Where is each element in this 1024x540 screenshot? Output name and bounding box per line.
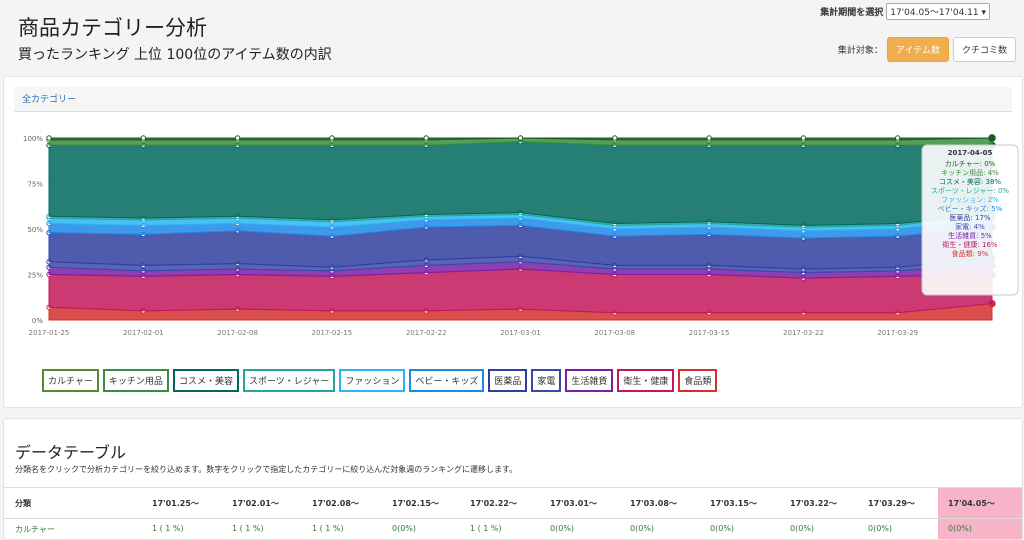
data-point[interactable] bbox=[706, 135, 712, 141]
x-tick-label: 2017-03-08 bbox=[594, 329, 635, 337]
legend-item[interactable]: 食品類 bbox=[678, 369, 718, 392]
data-point[interactable] bbox=[46, 135, 52, 141]
legend-item[interactable]: ファッション bbox=[339, 369, 406, 392]
page-subtitle: 買ったランキング 上位 100位のアイテム数の内訳 bbox=[18, 47, 332, 63]
table-cell[interactable]: 0(0%) bbox=[630, 524, 655, 533]
legend-item[interactable]: 生活雑貨 bbox=[565, 369, 614, 392]
review-count-button[interactable]: クチコミ数 bbox=[952, 37, 1016, 62]
period-selector: 集計期間を選択 17'04.05〜17'04.11 ▾ bbox=[820, 3, 990, 20]
table-column-header[interactable]: 17'01.25〜 bbox=[152, 499, 199, 508]
tooltip-line: ファッション: 2% bbox=[941, 196, 999, 204]
x-tick-label: 2017-03-22 bbox=[783, 329, 824, 337]
table-cell[interactable]: 1 ( 1 %) bbox=[232, 524, 264, 533]
table-cell[interactable]: 0(0%) bbox=[790, 524, 815, 533]
tooltip-line: 生活雑貨: 5% bbox=[948, 231, 992, 240]
y-tick-label: 75% bbox=[27, 181, 43, 189]
x-tick-label: 2017-03-15 bbox=[689, 329, 730, 337]
data-point[interactable] bbox=[895, 135, 901, 141]
table-column-header[interactable]: 17'02.08〜 bbox=[312, 499, 359, 508]
data-point[interactable] bbox=[612, 135, 618, 141]
table-column-header[interactable]: 17'03.15〜 bbox=[710, 499, 757, 508]
table-note: 分類名をクリックで分析カテゴリーを絞り込めます。数字をクリックで指定したカテゴリ… bbox=[15, 465, 518, 474]
chart-panel: 全カテゴリー 0% 25% 50% 75% 100% 2017-01-25 2017-02-… bbox=[3, 76, 1023, 408]
target-label: 集計対象： bbox=[837, 46, 883, 56]
table-column-header[interactable]: 17'02.15〜 bbox=[392, 499, 439, 508]
data-table-panel: データテーブル 分類名をクリックで分析カテゴリーを絞り込めます。数字をクリックで… bbox=[3, 418, 1023, 540]
area-series[interactable] bbox=[48, 141, 993, 226]
table-column-header[interactable]: 17'03.08〜 bbox=[630, 499, 677, 508]
table-cell[interactable]: 0(0%) bbox=[550, 524, 575, 533]
table-column-header[interactable]: 17'04.05〜 bbox=[948, 499, 995, 508]
y-tick-label: 0% bbox=[32, 317, 43, 325]
legend-item[interactable]: スポーツ・レジャー bbox=[242, 369, 336, 392]
legend-item[interactable]: 医薬品 bbox=[488, 369, 528, 392]
tooltip-line: 衛生・健康: 16% bbox=[942, 240, 997, 249]
tooltip-line: 医薬品: 17% bbox=[949, 213, 990, 222]
tooltip-title: 2017-04-05 bbox=[948, 149, 993, 157]
data-point[interactable] bbox=[423, 135, 429, 141]
chart-legend: カルチャー キッチン用品 コスメ・美容 スポーツ・レジャー ファッション ベビー・キッズ医… bbox=[42, 369, 718, 392]
x-tick-label: 2017-02-15 bbox=[312, 329, 353, 337]
y-tick-label: 50% bbox=[27, 226, 43, 234]
tooltip-line: キッチン用品: 4% bbox=[941, 169, 999, 177]
tooltip-line: ベビー・キッズ: 5% bbox=[938, 204, 1003, 213]
data-point[interactable] bbox=[140, 135, 147, 141]
data-point[interactable] bbox=[234, 135, 241, 141]
period-select[interactable]: 17'04.05〜17'04.11 ▾ bbox=[886, 3, 990, 20]
x-tick-label: 2017-03-01 bbox=[500, 329, 541, 337]
table-title: データテーブル bbox=[15, 443, 127, 462]
data-point[interactable] bbox=[988, 134, 996, 142]
legend-item[interactable]: ベビー・キッズ bbox=[409, 369, 485, 392]
data-point[interactable] bbox=[800, 135, 807, 141]
tooltip-line: コスメ・美容: 38% bbox=[939, 177, 1001, 186]
x-tick-label: 2017-01-25 bbox=[29, 329, 70, 337]
y-tick-label: 25% bbox=[27, 272, 43, 280]
category-tabbar: 全カテゴリー bbox=[14, 87, 1012, 112]
legend-item[interactable]: 衛生・健康 bbox=[617, 369, 675, 392]
table-header: 分類 17'01.25〜 17'02.01〜 17'02.08〜 17'02.15〜 17… bbox=[4, 487, 1022, 519]
period-label: 集計期間を選択 bbox=[820, 8, 884, 18]
legend-item[interactable]: カルチャー bbox=[42, 369, 99, 392]
page-title: 商品カテゴリー分析 bbox=[18, 16, 207, 40]
table-column-header: 分類 bbox=[15, 499, 31, 508]
table-cell[interactable]: 0(0%) bbox=[948, 524, 973, 533]
table-cell[interactable]: 1 ( 1 %) bbox=[152, 524, 184, 533]
tooltip-line: スポーツ・レジャー: 0% bbox=[931, 187, 1010, 195]
table-column-header[interactable]: 17'03.29〜 bbox=[868, 499, 915, 508]
table-column-header[interactable]: 17'03.01〜 bbox=[550, 499, 597, 508]
tab-all-categories[interactable]: 全カテゴリー bbox=[22, 95, 77, 105]
x-tick-label: 2017-03-29 bbox=[877, 329, 918, 337]
table-cell[interactable]: 1 ( 1 %) bbox=[312, 524, 344, 533]
x-tick-label: 2017-02-22 bbox=[406, 329, 447, 337]
table-column-header[interactable]: 17'02.22〜 bbox=[470, 499, 517, 508]
table-cell[interactable]: 1 ( 1 %) bbox=[470, 524, 502, 533]
x-tick-label: 2017-02-08 bbox=[217, 329, 258, 337]
tooltip-line: 家電: 4% bbox=[955, 222, 985, 231]
page-header: 商品カテゴリー分析 買ったランキング 上位 100位のアイテム数の内訳 集計期間… bbox=[0, 0, 1024, 75]
table-cell[interactable]: 0(0%) bbox=[868, 524, 893, 533]
tooltip-line: カルチャー: 0% bbox=[945, 160, 996, 168]
table-column-header[interactable]: 17'02.01〜 bbox=[232, 499, 279, 508]
legend-item[interactable]: 家電 bbox=[531, 369, 562, 392]
y-tick-label: 100% bbox=[23, 135, 43, 143]
data-point[interactable] bbox=[329, 135, 335, 141]
area-series[interactable] bbox=[48, 137, 993, 141]
table-column-header[interactable]: 17'03.22〜 bbox=[790, 499, 837, 508]
stacked-area-chart: 0% 25% 50% 75% 100% 2017-01-25 2017-02-01 2017-… bbox=[23, 134, 1019, 337]
table-cell[interactable]: 0(0%) bbox=[710, 524, 735, 533]
tooltip-box bbox=[921, 144, 1019, 296]
table-cell[interactable]: 0(0%) bbox=[392, 524, 417, 533]
x-tick-label: 2017-02-01 bbox=[123, 329, 164, 337]
data-point[interactable] bbox=[517, 135, 524, 141]
item-count-button[interactable]: アイテム数 bbox=[886, 37, 949, 62]
legend-item[interactable]: コスメ・美容 bbox=[172, 369, 239, 392]
tooltip-line: 食品類: 9% bbox=[952, 249, 989, 258]
target-selector: 集計対象： アイテム数 クチコミ数 bbox=[838, 37, 1016, 62]
table-cell[interactable]: カルチャー bbox=[15, 525, 55, 534]
current-week-highlight bbox=[938, 487, 1022, 539]
legend-item[interactable]: キッチン用品 bbox=[102, 369, 169, 392]
